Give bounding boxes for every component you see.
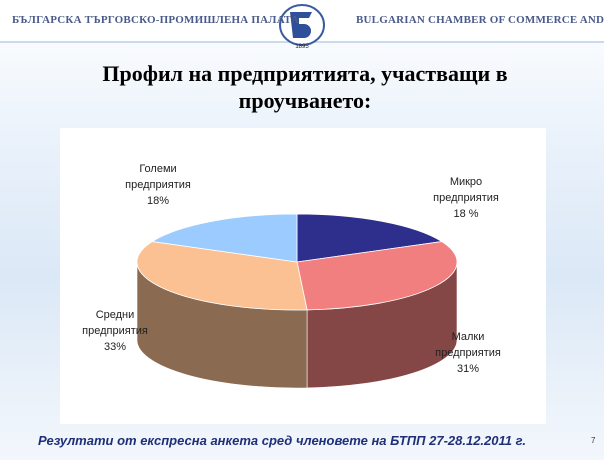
data-label: Микро предприятия xyxy=(433,176,499,204)
page-number: 7 xyxy=(591,436,596,445)
data-label-line: предприятия xyxy=(435,347,501,359)
pie-slice xyxy=(151,213,298,263)
data-label-line: предприятия xyxy=(433,192,499,204)
logo-year: 1895 xyxy=(295,44,309,50)
value-label: 33% xyxy=(104,341,126,353)
data-label-line: предприятия xyxy=(125,179,191,191)
data-label-line: Микро xyxy=(450,176,482,188)
pie-slice xyxy=(136,241,308,311)
data-label-line: Малки xyxy=(452,331,485,343)
header-left: БЪЛГАРСКА ТЪРГОВСКО-ПРОМИШЛЕНА ПАЛАТА xyxy=(12,14,300,26)
value-label: 18% xyxy=(147,195,169,207)
slide-title: Профил на предприятията, участващи в про… xyxy=(102,61,508,113)
data-label: Средни предприятия xyxy=(82,309,148,337)
pie-slice xyxy=(296,213,443,263)
data-label: Малки предприятия xyxy=(435,331,501,359)
logo-mark xyxy=(290,12,312,38)
data-label-line: предприятия xyxy=(82,325,148,337)
value-label: 31% xyxy=(457,363,479,375)
data-label: Големи предприятия xyxy=(125,163,191,191)
header-right: BULGARIAN CHAMBER OF COMMERCE AND INDUST… xyxy=(356,14,604,26)
value-label: 18 % xyxy=(453,208,478,220)
data-label-line: Средни xyxy=(96,309,135,321)
data-label-line: Големи xyxy=(139,163,176,175)
footer: Резултати от експресна анкета сред члено… xyxy=(38,433,526,448)
pie-slice xyxy=(296,241,458,311)
